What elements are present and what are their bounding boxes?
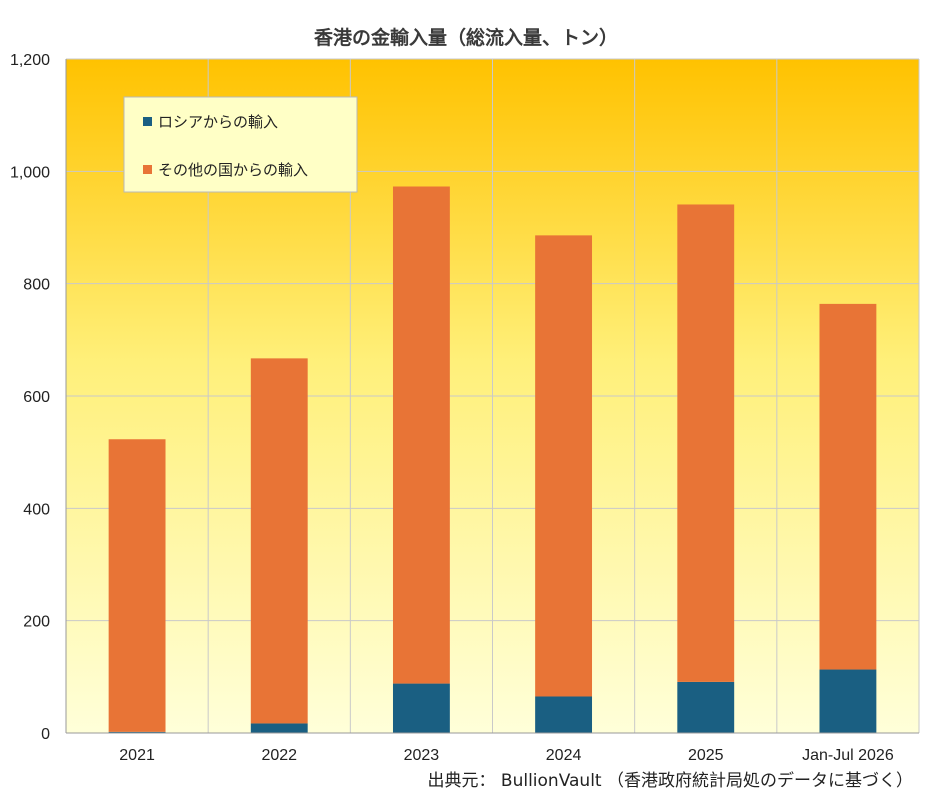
x-tick-label: Jan-Jul 2026 [802,747,894,764]
bars-layer [108,186,877,733]
bar-segment-russia [108,731,166,733]
y-tick-label: 1,000 [10,164,50,181]
bar-segment-other [677,204,735,682]
bar-segment-other [392,186,450,684]
legend-box [123,96,358,193]
bar-segment-russia [392,683,450,733]
x-tick-label: 2025 [688,747,724,764]
y-tick-label: 600 [23,389,50,406]
y-tick-label: 400 [23,501,50,518]
legend-swatch-russia [143,117,152,126]
legend: ロシアからの輸入 その他の国からの輸入 [123,96,358,193]
legend-label-other: その他の国からの輸入 [158,161,308,179]
y-tick-label: 200 [23,614,50,631]
bar-segment-other [819,303,877,670]
y-tick-label: 800 [23,277,50,294]
x-tick-label: 2022 [261,747,297,764]
bar-segment-russia [677,681,735,733]
source-note: 出典元： BullionVault （香港政府統計局処のデータに基づく） [428,770,913,791]
x-tick-label: 2021 [119,747,155,764]
bar-segment-other [108,439,166,732]
bar-segment-russia [250,723,308,733]
legend-label-russia: ロシアからの輸入 [158,113,278,131]
y-tick-label: 1,200 [10,52,50,69]
y-tick-label: 0 [41,726,50,743]
legend-swatch-other [143,165,152,174]
bar-segment-russia [535,696,593,733]
bar-segment-russia [819,669,877,733]
bar-segment-other [250,358,308,724]
chart-title: 香港の金輸入量（総流入量、トン） [313,26,618,49]
x-tick-label: 2023 [404,747,440,764]
x-tick-label: 2024 [546,747,582,764]
axes-layer: 0 200 400 600 800 1,000 1,200 2021 2022 2023 2024 2… [10,52,919,764]
bar-segment-other [535,235,593,697]
